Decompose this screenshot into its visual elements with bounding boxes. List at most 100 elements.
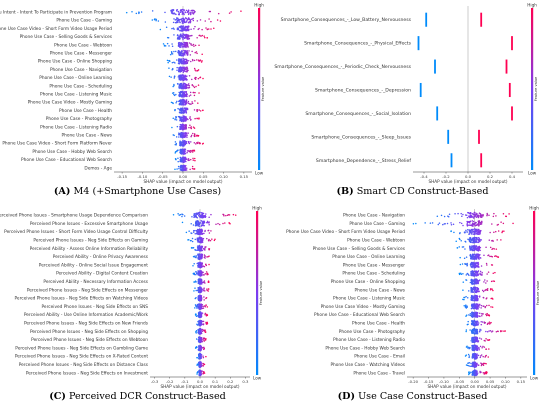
shap-point [470, 307, 473, 310]
shap-point [170, 76, 172, 78]
shap-point [182, 38, 184, 41]
x-tick-label: 0.10 [501, 379, 510, 384]
feature-row [166, 57, 203, 65]
shap-point [176, 168, 178, 170]
shap-point [166, 36, 169, 39]
shap-point [180, 169, 183, 172]
shap-point [177, 37, 180, 39]
shap-point [197, 59, 200, 61]
feature-label: Phone Use Case - Messenger [343, 262, 405, 268]
shap-point [179, 149, 181, 151]
shap-point [473, 312, 475, 314]
shap-point [463, 305, 465, 307]
shap-point [181, 123, 184, 125]
shap-point [205, 315, 208, 317]
shap-point [180, 150, 183, 152]
shap-point [473, 255, 475, 258]
shap-point [191, 216, 193, 218]
shap-point [198, 347, 200, 350]
shap-point [469, 240, 472, 243]
shap-point [176, 21, 179, 24]
shap-point [181, 118, 183, 121]
shap-point [180, 67, 183, 69]
shap-point [182, 76, 184, 79]
shap-point [179, 67, 181, 70]
shap-point [208, 248, 210, 250]
shap-point [474, 266, 477, 269]
shap-point [167, 61, 169, 64]
shap-point [474, 298, 476, 301]
shap-point [206, 28, 209, 30]
shap-point [195, 330, 198, 332]
shap-low-cluster [425, 12, 428, 27]
shap-point [479, 272, 481, 274]
shap-low-cluster [434, 59, 436, 74]
shap-point [195, 305, 197, 307]
feature-row [447, 129, 480, 144]
shap-point [471, 230, 473, 233]
shap-point [197, 220, 199, 223]
shap-point [135, 12, 138, 15]
shap-point [487, 313, 489, 316]
shap-point [195, 332, 198, 334]
shap-point [174, 118, 176, 120]
shap-point [179, 26, 181, 29]
shap-point [222, 222, 224, 225]
shap-point [177, 107, 179, 110]
x-tick-label: 0.00 [470, 379, 479, 384]
shap-point [182, 166, 184, 169]
feature-label: Phone Use Case - Scheduling [342, 271, 405, 277]
shap-point [228, 12, 231, 14]
shap-point [185, 84, 187, 87]
shap-point [195, 76, 197, 79]
shap-point [198, 272, 200, 274]
feature-label: Perceived Ability - Necessary Informatio… [43, 279, 148, 285]
shap-point [186, 136, 188, 138]
colorbar-title: Feature value [259, 280, 263, 305]
shap-point [474, 222, 477, 224]
shap-point [472, 229, 474, 231]
shap-point [179, 103, 182, 106]
shap-point [178, 43, 181, 46]
shap-point [459, 238, 461, 241]
shap-point [473, 270, 476, 273]
shap-point [179, 74, 182, 76]
shap-point [195, 338, 198, 340]
shap-point [173, 50, 175, 53]
shap-point [199, 304, 202, 306]
shap-point [178, 132, 180, 135]
panel-d: -0.20 -0.15 -0.10 -0.05 0.00 0.05 0.10 0.15 SHAP… [275, 205, 550, 409]
shap-point [462, 213, 464, 216]
x-tick-label: -0.10 [439, 379, 449, 384]
shap-point [224, 222, 226, 224]
shap-point [195, 297, 197, 299]
shap-point [473, 246, 475, 248]
shap-point [188, 17, 190, 19]
shap-point [199, 297, 201, 299]
colorbar-low-label: Low [255, 171, 264, 176]
feature-label: Phone Use Case - Online Learning [332, 254, 405, 260]
x-tick-label: -0.05 [158, 174, 168, 179]
shap-point [493, 212, 495, 215]
shap-point [184, 156, 186, 159]
shap-point [478, 254, 480, 257]
shap-point [205, 271, 208, 273]
shap-point [197, 28, 199, 31]
shap-point [168, 45, 170, 47]
shap-point [476, 238, 478, 241]
shap-point [200, 262, 203, 265]
shap-point [178, 108, 181, 110]
shap-point [193, 133, 196, 135]
shap-point [472, 291, 474, 293]
shap-point [486, 288, 489, 290]
shap-point [204, 331, 207, 333]
shap-point [470, 216, 472, 218]
shap-point [486, 280, 488, 282]
feature-label: Phone Use Case Video - Short Form Video … [286, 229, 405, 235]
shap-point [480, 239, 483, 241]
shap-point [188, 50, 190, 52]
shap-point [195, 271, 197, 273]
shap-point [485, 289, 487, 291]
shap-point [473, 265, 475, 268]
shap-point [487, 254, 490, 256]
